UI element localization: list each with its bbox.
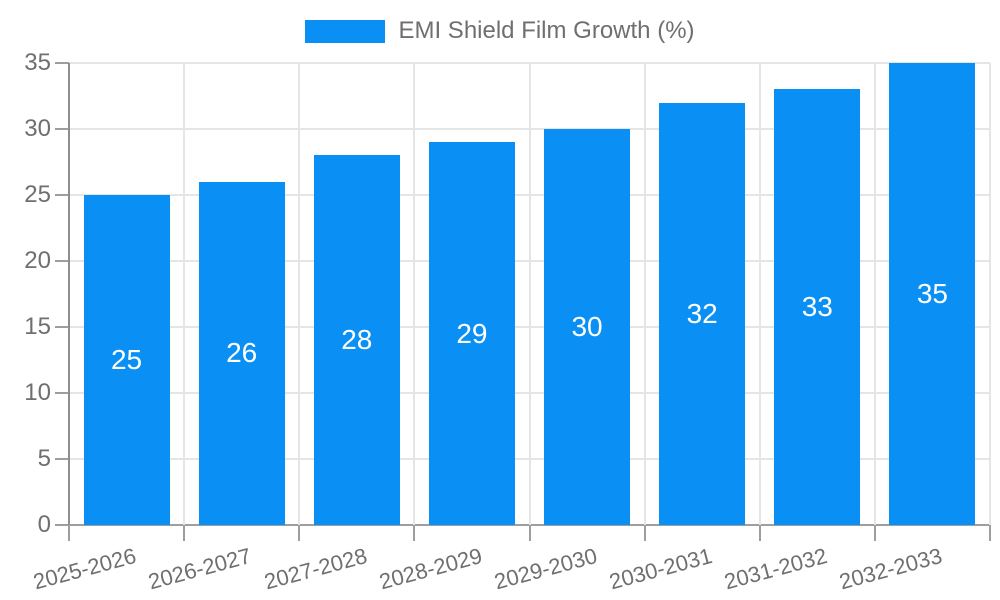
x-axis-label: 2026-2027 <box>146 543 255 595</box>
x-gridline <box>873 63 876 525</box>
y-axis-label: 0 <box>37 511 51 538</box>
bar-2031-2032[interactable]: 33 <box>774 89 861 525</box>
bar-2029-2030[interactable]: 30 <box>544 129 631 525</box>
bar-value-label: 28 <box>341 324 373 356</box>
x-axis-tick <box>183 525 186 541</box>
legend-swatch <box>305 19 386 43</box>
x-axis-tick <box>643 525 646 541</box>
bar-2025-2026[interactable]: 25 <box>83 195 170 525</box>
x-gridline <box>528 63 531 525</box>
x-axis-tick <box>873 525 876 541</box>
y-axis-line <box>68 63 70 525</box>
y-axis-tick <box>55 194 69 196</box>
y-axis-tick <box>55 326 69 328</box>
bar-value-label: 26 <box>226 337 258 369</box>
x-axis-tick <box>528 525 531 541</box>
x-gridline <box>758 63 761 525</box>
bar-2026-2027[interactable]: 26 <box>198 181 285 525</box>
x-gridline <box>643 63 646 525</box>
x-axis-tick <box>68 525 70 541</box>
y-axis-label: 10 <box>24 379 51 406</box>
legend-item[interactable]: EMI Shield Film Growth (%) <box>0 17 1000 45</box>
bar-value-label: 29 <box>456 317 488 349</box>
x-axis-label: 2032-2033 <box>836 543 945 595</box>
x-axis-label: 2025-2026 <box>30 543 140 595</box>
bar-2030-2031[interactable]: 32 <box>659 102 746 525</box>
x-axis-tick <box>989 525 991 541</box>
bar-value-label: 35 <box>916 278 949 309</box>
x-axis-label: 2028-2029 <box>376 543 485 595</box>
bar-2032-2033[interactable]: 35 <box>889 63 976 525</box>
y-axis-tick <box>55 392 69 394</box>
y-axis-label: 15 <box>24 313 51 340</box>
bar-2027-2028[interactable]: 28 <box>313 155 400 525</box>
bar-2028-2029[interactable]: 29 <box>428 142 515 525</box>
x-axis-label: 2031-2032 <box>721 543 830 595</box>
y-axis-tick <box>55 260 69 262</box>
x-gridline <box>183 63 186 525</box>
y-axis-label: 25 <box>24 181 51 208</box>
bar-value-label: 33 <box>801 291 833 323</box>
x-gridline <box>413 63 416 525</box>
x-gridline <box>989 63 991 525</box>
x-axis-label: 2030-2031 <box>606 543 715 595</box>
x-axis-tick <box>413 525 416 541</box>
y-axis-tick <box>55 458 69 460</box>
x-axis-label: 2027-2028 <box>261 543 370 595</box>
y-axis-tick <box>55 128 69 130</box>
legend-label: EMI Shield Film Growth (%) <box>398 17 695 44</box>
y-axis-tick <box>55 62 69 64</box>
y-axis-label: 35 <box>24 49 51 76</box>
x-gridline <box>298 63 301 525</box>
bar-value-label: 30 <box>571 311 603 342</box>
x-axis-tick <box>758 525 761 541</box>
x-axis-label: 2029-2030 <box>491 543 600 595</box>
bar-value-label: 32 <box>686 297 718 329</box>
y-axis-label: 5 <box>37 445 51 472</box>
y-axis-label: 20 <box>24 247 51 274</box>
y-axis-label: 30 <box>24 115 51 142</box>
y-axis-tick <box>55 524 69 526</box>
bar-value-label: 25 <box>110 344 143 375</box>
x-axis-tick <box>298 525 301 541</box>
